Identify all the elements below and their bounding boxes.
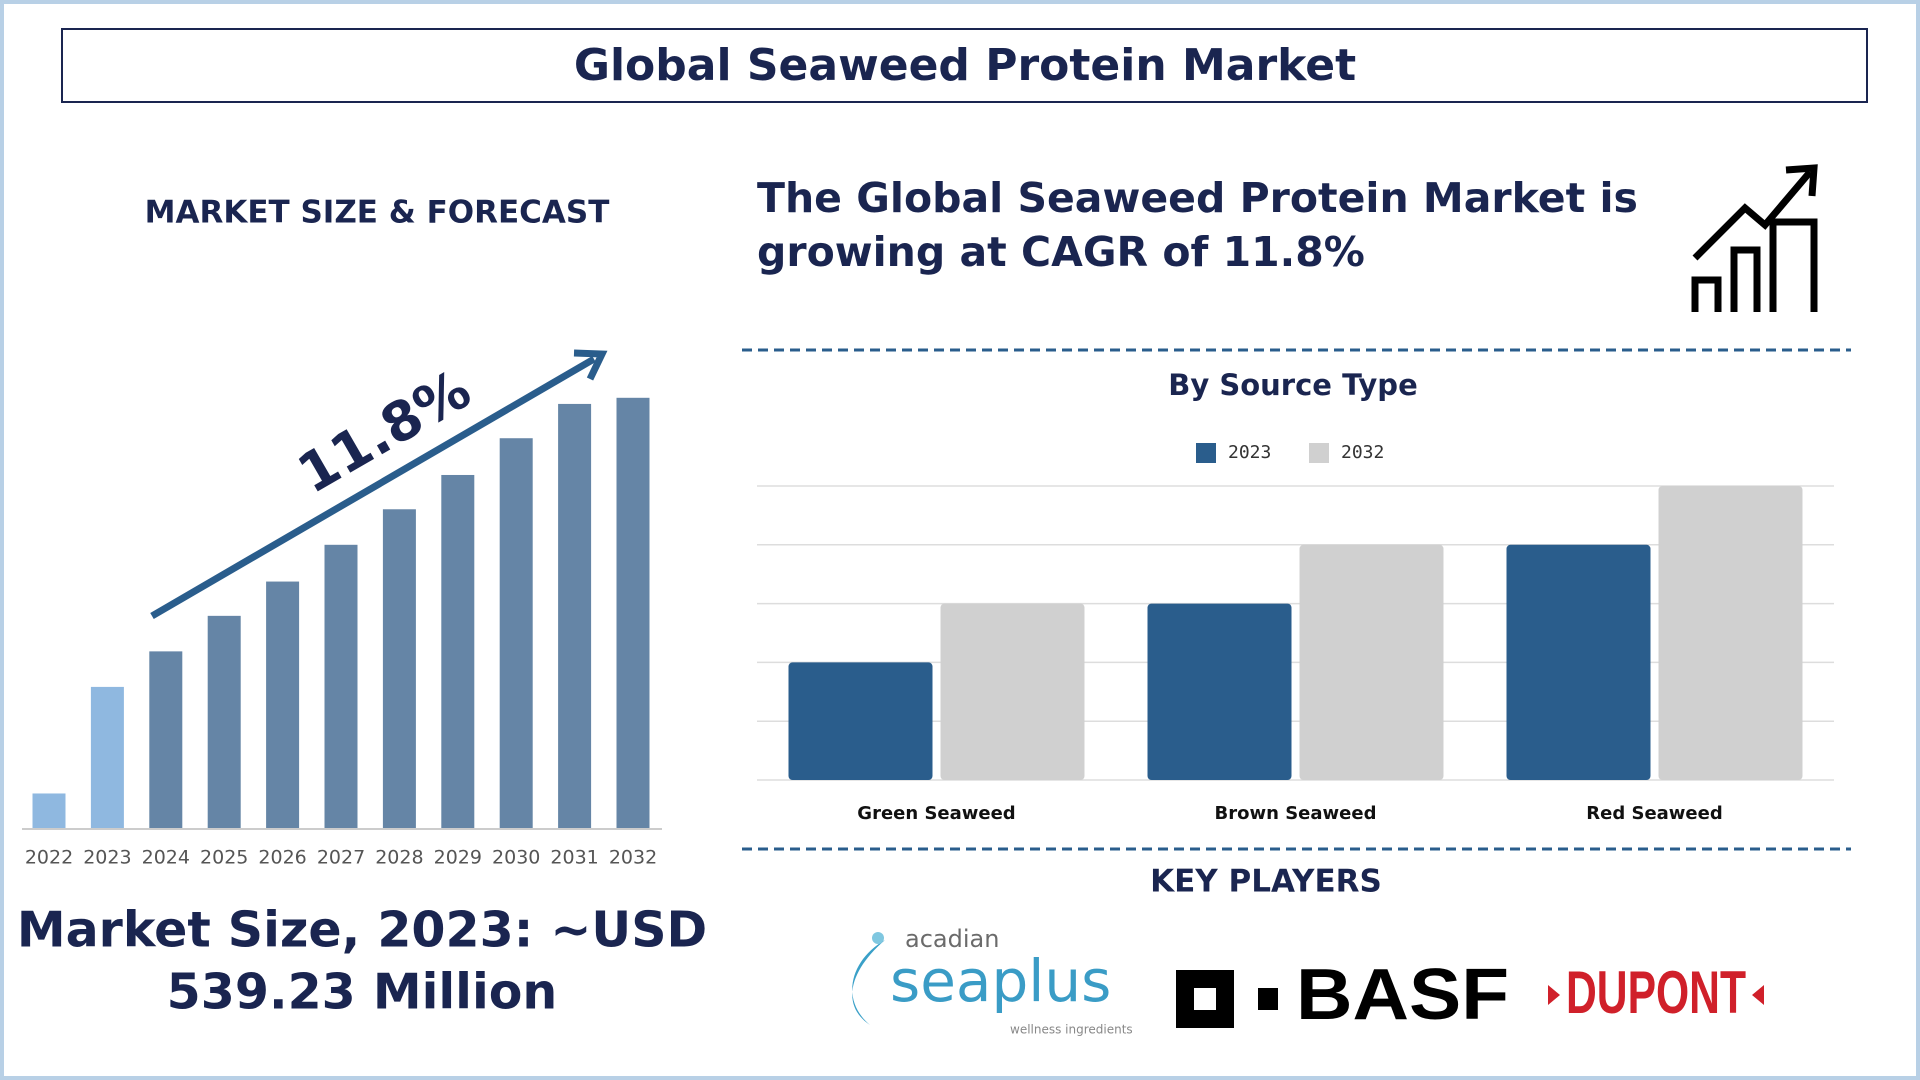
basf-square-inner [1194,988,1216,1010]
bar [324,544,358,829]
bar [149,651,183,829]
bar [441,474,475,829]
x-tick-label: 2026 [258,847,306,869]
key-players-title: KEY PLAYERS [1150,864,1382,900]
seaplus-brand: seaplus [890,947,1111,1015]
x-tick-label: 2027 [317,847,365,869]
x-tick-label: 2024 [142,847,190,869]
legend-label: 2032 [1341,442,1384,463]
x-tick-label: 2030 [492,847,540,869]
icon-arrowhead [1785,164,1818,197]
basf-bar [1258,988,1278,1010]
bar [1299,544,1444,780]
bar [616,397,650,829]
bar [788,662,933,780]
bar [1658,486,1803,780]
legend-label: 2023 [1228,442,1271,463]
cagr-line: growing at CAGR of 11.8% [757,228,1365,276]
legend-swatch [1196,443,1216,463]
bar [32,793,66,829]
icon-arrow [1692,169,1813,261]
x-tick-label: 2029 [434,847,482,869]
market-size-line: Market Size, 2023: ~USD [17,902,707,959]
page-title: Global Seaweed Protein Market [574,40,1356,91]
bar [382,509,416,829]
icon-bars [1691,218,1818,312]
bar [499,438,533,829]
logo-dot [872,932,884,944]
seaplus-tagline: wellness ingredients [1010,1023,1133,1037]
bar [90,686,124,829]
x-tick-label: 2032 [609,847,657,869]
x-tick-label: 2031 [550,847,598,869]
market-size-line: 539.23 Million [167,964,558,1021]
x-tick-label: 2023 [83,847,131,869]
legend-swatch [1309,443,1329,463]
bar [940,603,1085,780]
cagr-line: The Global Seaweed Protein Market is [757,174,1638,222]
left-chart-title: MARKET SIZE & FORECAST [145,195,610,231]
bar [207,615,241,829]
dupont-name: DUPONT [1566,959,1746,1026]
bar [266,581,300,829]
dupont-logo: DUPONT [1548,959,1764,1026]
x-tick-label: 2025 [200,847,248,869]
trend-arrow [150,355,596,620]
x-tick-label: Brown Seaweed [1215,803,1377,824]
basf-logo: BASF [1176,955,1509,1035]
logo-swirl [852,940,885,1025]
x-tick-label: 2028 [375,847,423,869]
acadian-logo: acadian seaplus wellness ingredients [852,925,1133,1037]
growth-icon [1691,164,1818,312]
bar [558,403,592,829]
basf-name: BASF [1296,955,1509,1035]
right-chart-title: By Source Type [1168,368,1418,402]
x-tick-label: Red Seaweed [1586,803,1722,824]
acadian-name: acadian [905,925,999,953]
title-box [61,28,1868,103]
bar [1506,544,1651,780]
bar [1147,603,1292,780]
x-tick-label: Green Seaweed [857,803,1015,824]
x-tick-label: 2022 [25,847,73,869]
trend-arrowhead [573,349,608,381]
